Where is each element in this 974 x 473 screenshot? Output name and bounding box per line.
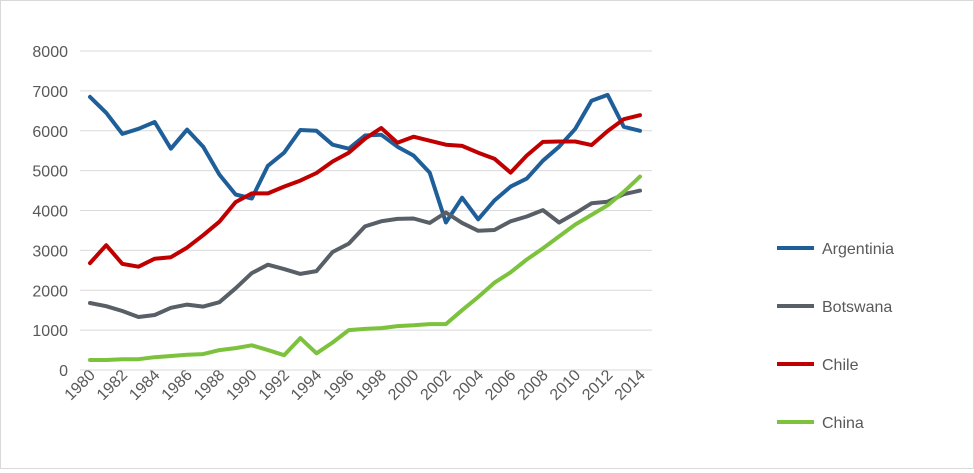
series-line-botswana: [88, 188, 642, 319]
x-axis-ticks: 1980198219841986198819901992199419961998…: [62, 367, 649, 404]
x-tick-label: 1998: [353, 367, 390, 404]
x-tick-label: 2004: [450, 367, 487, 404]
y-tick-label: 3000: [32, 243, 68, 260]
legend: Argentinia Botswana Chile China: [777, 241, 894, 432]
y-tick-label: 4000: [32, 204, 68, 221]
x-tick-label: 1986: [159, 367, 196, 404]
x-tick-label: 1988: [191, 367, 228, 404]
x-tick-label: 2010: [547, 367, 584, 404]
y-tick-label: 0: [59, 363, 68, 380]
x-tick-label: 1984: [126, 367, 163, 404]
x-tick-label: 2006: [482, 367, 519, 404]
series-line-chile: [88, 113, 642, 269]
series-line-argentinia: [88, 92, 642, 225]
x-tick-label: 2012: [579, 367, 616, 404]
legend-label: China: [822, 415, 864, 432]
x-tick-label: 1994: [288, 367, 325, 404]
x-tick-label: 1990: [223, 367, 260, 404]
series-line-china: [88, 174, 642, 362]
y-tick-label: 8000: [32, 44, 68, 61]
legend-label: Argentinia: [822, 241, 894, 258]
y-tick-label: 2000: [32, 283, 68, 300]
x-tick-label: 2014: [612, 367, 649, 404]
legend-label: Botswana: [822, 299, 892, 316]
x-tick-label: 1982: [94, 367, 131, 404]
y-tick-label: 5000: [32, 164, 68, 181]
gridlines: [80, 50, 652, 331]
x-tick-label: 1992: [256, 367, 293, 404]
y-tick-label: 1000: [32, 323, 68, 340]
y-tick-label: 7000: [32, 84, 68, 101]
x-tick-label: 2000: [385, 367, 422, 404]
x-tick-label: 2008: [515, 367, 552, 404]
x-tick-label: 1996: [320, 367, 357, 404]
y-axis-ticks: 0 1000 2000 3000 4000 5000 6000 7000 8000: [32, 44, 68, 380]
x-tick-label: 2002: [418, 367, 455, 404]
y-tick-label: 6000: [32, 124, 68, 141]
legend-label: Chile: [822, 357, 859, 374]
series-lines: [88, 92, 642, 362]
